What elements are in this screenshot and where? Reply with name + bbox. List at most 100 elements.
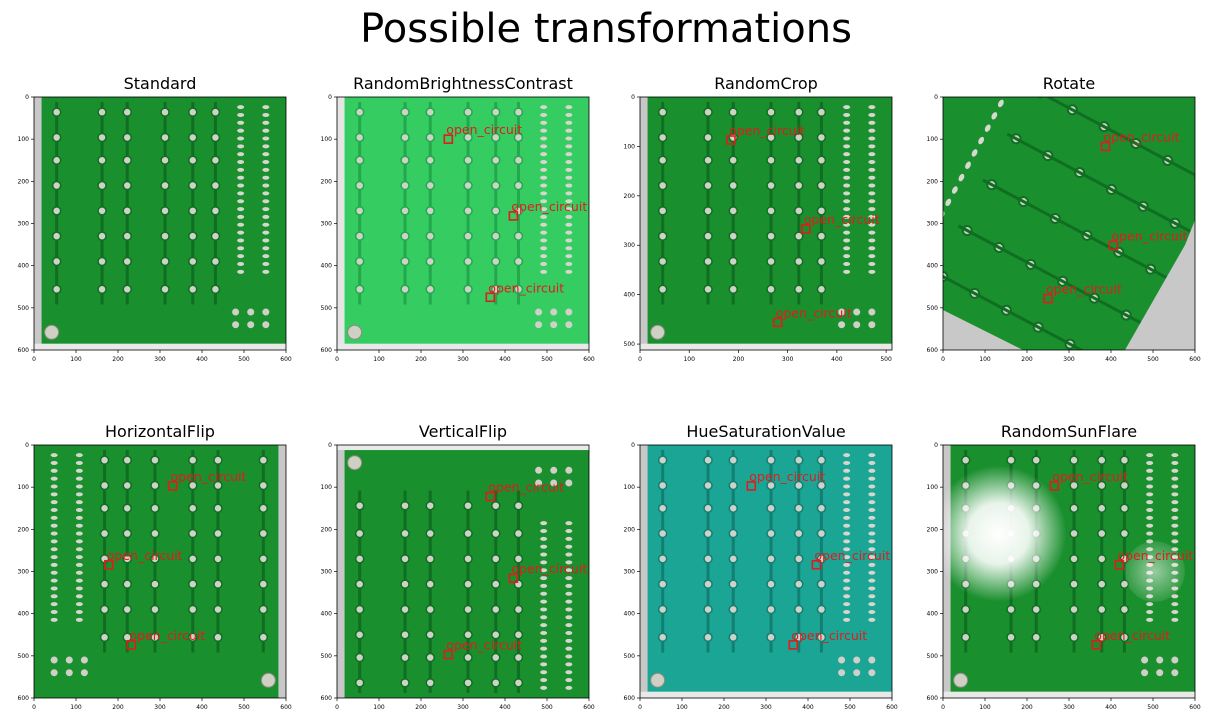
- pin: [1146, 508, 1154, 513]
- y-tick-label: 600: [321, 347, 333, 354]
- pad: [400, 231, 410, 241]
- pad: [210, 107, 221, 117]
- x-tick-label: 500: [238, 356, 250, 363]
- pin: [237, 167, 245, 172]
- pin: [75, 515, 83, 520]
- pin: [868, 476, 876, 481]
- defect-box: [788, 640, 799, 650]
- pad: [1119, 604, 1130, 615]
- pad: [122, 180, 132, 191]
- pad: [657, 155, 668, 165]
- pin: [262, 160, 270, 165]
- pin: [50, 602, 58, 607]
- pin: [843, 492, 851, 497]
- pin: [868, 191, 876, 196]
- y-tick-label: 100: [624, 143, 636, 150]
- x-tick-label: 0: [32, 356, 36, 363]
- pad: [766, 604, 776, 615]
- pin: [540, 638, 548, 643]
- pad: [463, 554, 473, 564]
- pin: [50, 523, 58, 528]
- pad: [491, 678, 501, 688]
- pin: [50, 586, 58, 591]
- pad: [960, 604, 971, 615]
- pin: [540, 678, 548, 683]
- pin: [237, 105, 245, 110]
- pad: [1141, 656, 1149, 664]
- pin: [540, 544, 548, 549]
- pad: [354, 630, 365, 640]
- pin: [565, 521, 573, 526]
- pin: [75, 578, 83, 583]
- pin: [565, 662, 573, 667]
- pin: [75, 617, 83, 622]
- pad: [794, 231, 804, 241]
- pad: [565, 308, 573, 316]
- pin: [565, 552, 573, 557]
- board-background: [640, 97, 892, 350]
- pad: [1097, 579, 1107, 589]
- board-edge: [34, 97, 42, 350]
- pad: [97, 284, 107, 295]
- pin: [843, 120, 851, 125]
- pin: [565, 568, 573, 573]
- pad: [1097, 503, 1107, 513]
- pad: [794, 256, 804, 267]
- pin: [565, 654, 573, 659]
- pin: [1146, 492, 1154, 497]
- pad: [728, 503, 738, 513]
- pin: [237, 261, 245, 266]
- pad: [816, 206, 827, 216]
- pin: [237, 152, 245, 157]
- pad: [97, 132, 107, 143]
- pad: [51, 180, 62, 191]
- pad: [794, 579, 804, 589]
- pin: [540, 214, 548, 219]
- pad: [150, 554, 160, 564]
- pad: [1097, 554, 1107, 564]
- pad: [425, 284, 435, 295]
- pad: [703, 632, 713, 643]
- y-tick-label: 400: [927, 611, 939, 618]
- pad: [150, 503, 160, 513]
- pin: [843, 183, 851, 188]
- pin: [843, 207, 851, 212]
- pad: [816, 256, 827, 267]
- pad: [51, 231, 62, 241]
- defect-box: [811, 559, 822, 570]
- pad: [160, 107, 170, 117]
- pad: [354, 528, 365, 539]
- pin: [1146, 523, 1154, 528]
- pad: [354, 284, 365, 295]
- pad: [657, 503, 668, 513]
- pad: [400, 284, 410, 295]
- pin: [237, 144, 245, 149]
- pin: [262, 238, 270, 243]
- pin: [868, 105, 876, 110]
- pin: [843, 191, 851, 196]
- pad: [50, 669, 58, 677]
- pin: [565, 230, 573, 235]
- pad: [657, 554, 668, 564]
- pin: [565, 254, 573, 259]
- pin: [262, 230, 270, 235]
- pad: [65, 656, 73, 664]
- pad: [51, 256, 62, 267]
- pin: [50, 555, 58, 560]
- defect-label: open_circuit: [791, 628, 867, 643]
- pin: [262, 254, 270, 259]
- pin: [843, 531, 851, 536]
- pad: [122, 155, 132, 165]
- pin: [50, 531, 58, 536]
- pad: [97, 231, 107, 241]
- pin: [50, 453, 58, 458]
- pad: [258, 528, 269, 539]
- figure-title: Possible transformations: [360, 6, 852, 52]
- x-tick-label: 100: [979, 704, 991, 711]
- mounting-hole: [347, 324, 363, 340]
- pad: [247, 321, 255, 329]
- y-tick-label: 200: [624, 526, 636, 533]
- pad: [657, 231, 668, 241]
- pad: [425, 180, 435, 191]
- defect-label: open_circuit: [804, 212, 880, 227]
